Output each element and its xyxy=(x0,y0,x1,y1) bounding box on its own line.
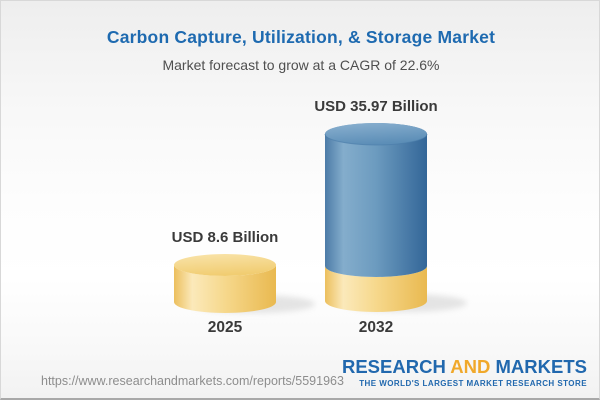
logo-word-and: AND xyxy=(450,356,491,377)
report-url[interactable]: https://www.researchandmarkets.com/repor… xyxy=(41,374,344,388)
bar-2032-value-label: USD 35.97 Billion xyxy=(314,98,438,115)
bar-2032-cylinder xyxy=(324,123,428,312)
logo-tagline: THE WORLD'S LARGEST MARKET RESEARCH STOR… xyxy=(359,378,587,388)
logo-word-markets: MARKETS xyxy=(495,356,587,377)
axis-label-2025: 2025 xyxy=(207,319,243,336)
bar-2025-cylinder xyxy=(174,254,276,313)
bar-2025-value-label: USD 8.6 Billion xyxy=(171,229,279,246)
logo-word-research: RESEARCH xyxy=(341,356,446,377)
logo-wordmark: RESEARCH AND MARKETS xyxy=(341,356,587,377)
chart-subtitle: Market forecast to grow at a CAGR of 22.… xyxy=(162,57,440,73)
research-and-markets-logo[interactable]: RESEARCH AND MARKETS THE WORLD'S LARGEST… xyxy=(341,356,587,388)
axis-label-2032: 2032 xyxy=(358,319,394,336)
chart-title: Carbon Capture, Utilization, & Storage M… xyxy=(106,27,496,47)
